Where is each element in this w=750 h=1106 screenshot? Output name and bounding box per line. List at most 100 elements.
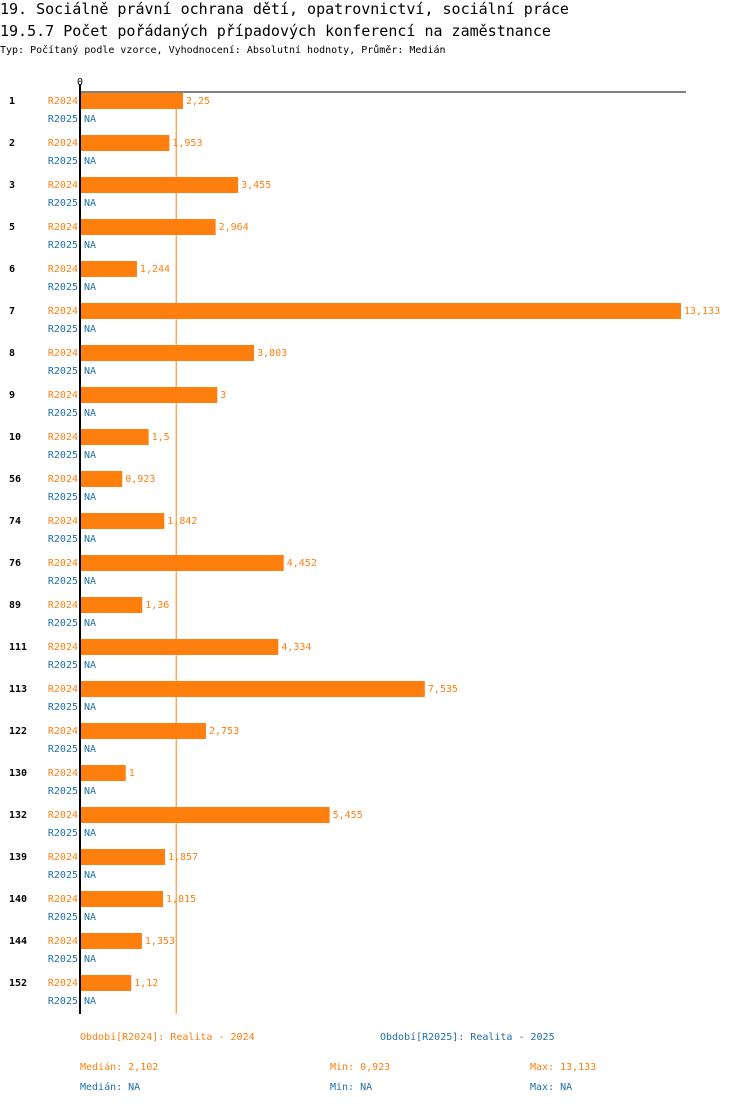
stat-min-r2024: Min: 0,923 [330, 1062, 391, 1073]
chart-subtitle: Typ: Počítaný podle vzorce, Vyhodnocení:… [0, 45, 446, 56]
data-label-r2024: 13,133 [684, 306, 720, 317]
data-label-r2024: 1,5 [152, 432, 170, 443]
data-label-r2025: NA [84, 282, 96, 293]
bar-r2024 [81, 933, 142, 949]
series-label-r2024: R2024 [48, 726, 78, 737]
bar-r2024 [81, 639, 279, 655]
data-label-r2025: NA [84, 618, 96, 629]
data-label-r2024: 1,244 [140, 264, 170, 275]
category-label: 111 [9, 642, 27, 653]
series-label-r2024: R2024 [48, 306, 78, 317]
category-label: 89 [9, 600, 21, 611]
series-label-r2025: R2025 [48, 492, 78, 503]
stat-max-r2024: Max: 13,133 [530, 1062, 597, 1073]
data-label-r2025: NA [84, 156, 96, 167]
x-tick-label-zero: 0 [77, 77, 83, 88]
series-label-r2024: R2024 [48, 390, 78, 401]
bar-r2024 [81, 345, 255, 361]
data-label-r2024: 2,25 [186, 96, 210, 107]
series-label-r2025: R2025 [48, 240, 78, 251]
series-label-r2025: R2025 [48, 828, 78, 839]
bar-r2024 [81, 765, 126, 781]
data-label-r2025: NA [84, 492, 96, 503]
data-label-r2024: 5,455 [333, 810, 363, 821]
series-label-r2024: R2024 [48, 432, 78, 443]
data-label-r2025: NA [84, 744, 96, 755]
bar-chart: 0 1 R2024 R2025 2,25 NA 2 R2024 R2025 1,953 NA 3 R20… [9, 77, 720, 1014]
bar-r2024 [81, 93, 183, 109]
stat-median-r2025: Medián: NA [80, 1082, 141, 1093]
series-label-r2025: R2025 [48, 114, 78, 125]
bar-r2024 [81, 555, 284, 571]
series-label-r2025: R2025 [48, 660, 78, 671]
data-label-r2025: NA [84, 786, 96, 797]
series-label-r2025: R2025 [48, 702, 78, 713]
data-label-r2024: 3,803 [257, 348, 287, 359]
series-label-r2024: R2024 [48, 810, 78, 821]
bar-r2024 [81, 471, 123, 487]
data-label-r2025: NA [84, 408, 96, 419]
bar-r2024 [81, 891, 164, 907]
series-label-r2024: R2024 [48, 684, 78, 695]
series-label-r2025: R2025 [48, 912, 78, 923]
data-label-r2025: NA [84, 324, 96, 335]
stat-median-r2024: Medián: 2,102 [80, 1062, 159, 1073]
series-label-r2025: R2025 [48, 198, 78, 209]
category-label: 8 [9, 348, 15, 359]
bar-r2024 [81, 597, 143, 613]
data-label-r2024: 7,535 [428, 684, 458, 695]
category-label: 74 [9, 516, 21, 527]
category-label: 140 [9, 894, 27, 905]
category-label: 56 [9, 474, 21, 485]
series-label-r2024: R2024 [48, 894, 78, 905]
series-label-r2024: R2024 [48, 600, 78, 611]
bar-r2024 [81, 261, 137, 277]
series-label-r2025: R2025 [48, 534, 78, 545]
category-label: 76 [9, 558, 21, 569]
series-label-r2024: R2024 [48, 138, 78, 149]
series-label-r2025: R2025 [48, 576, 78, 587]
category-label: 5 [9, 222, 15, 233]
category-label: 113 [9, 684, 27, 695]
data-label-r2025: NA [84, 240, 96, 251]
series-label-r2025: R2025 [48, 282, 78, 293]
data-label-r2024: 1,353 [145, 936, 175, 947]
data-label-r2024: 1,815 [166, 894, 196, 905]
bar-r2024 [81, 135, 170, 151]
bar-r2024 [81, 219, 216, 235]
data-label-r2025: NA [84, 366, 96, 377]
data-label-r2024: 2,753 [209, 726, 239, 737]
data-label-r2025: NA [84, 534, 96, 545]
bar-r2024 [81, 807, 330, 823]
series-label-r2024: R2024 [48, 180, 78, 191]
data-label-r2025: NA [84, 576, 96, 587]
category-label: 1 [9, 96, 15, 107]
series-label-r2024: R2024 [48, 348, 78, 359]
series-label-r2025: R2025 [48, 870, 78, 881]
bar-r2024 [81, 513, 165, 529]
bar-r2024 [81, 177, 239, 193]
series-label-r2025: R2025 [48, 156, 78, 167]
stat-min-r2025: Min: NA [330, 1082, 373, 1093]
category-label: 10 [9, 432, 21, 443]
data-label-r2025: NA [84, 114, 96, 125]
category-label: 7 [9, 306, 15, 317]
bar-r2024 [81, 723, 206, 739]
data-label-r2024: 1 [129, 768, 135, 779]
data-label-r2025: NA [84, 828, 96, 839]
category-label: 130 [9, 768, 27, 779]
data-label-r2024: 2,964 [219, 222, 249, 233]
data-label-r2025: NA [84, 450, 96, 461]
data-label-r2024: 1,12 [134, 978, 158, 989]
series-label-r2024: R2024 [48, 852, 78, 863]
bar-r2024 [81, 849, 165, 865]
series-label-r2024: R2024 [48, 768, 78, 779]
data-label-r2024: 3 [220, 390, 226, 401]
data-label-r2025: NA [84, 198, 96, 209]
data-label-r2024: 4,452 [287, 558, 317, 569]
series-label-r2025: R2025 [48, 366, 78, 377]
data-label-r2024: 3,455 [241, 180, 271, 191]
series-label-r2024: R2024 [48, 264, 78, 275]
series-label-r2025: R2025 [48, 618, 78, 629]
chart-title-section: 19. Sociálně právní ochrana dětí, opatro… [0, 0, 569, 18]
